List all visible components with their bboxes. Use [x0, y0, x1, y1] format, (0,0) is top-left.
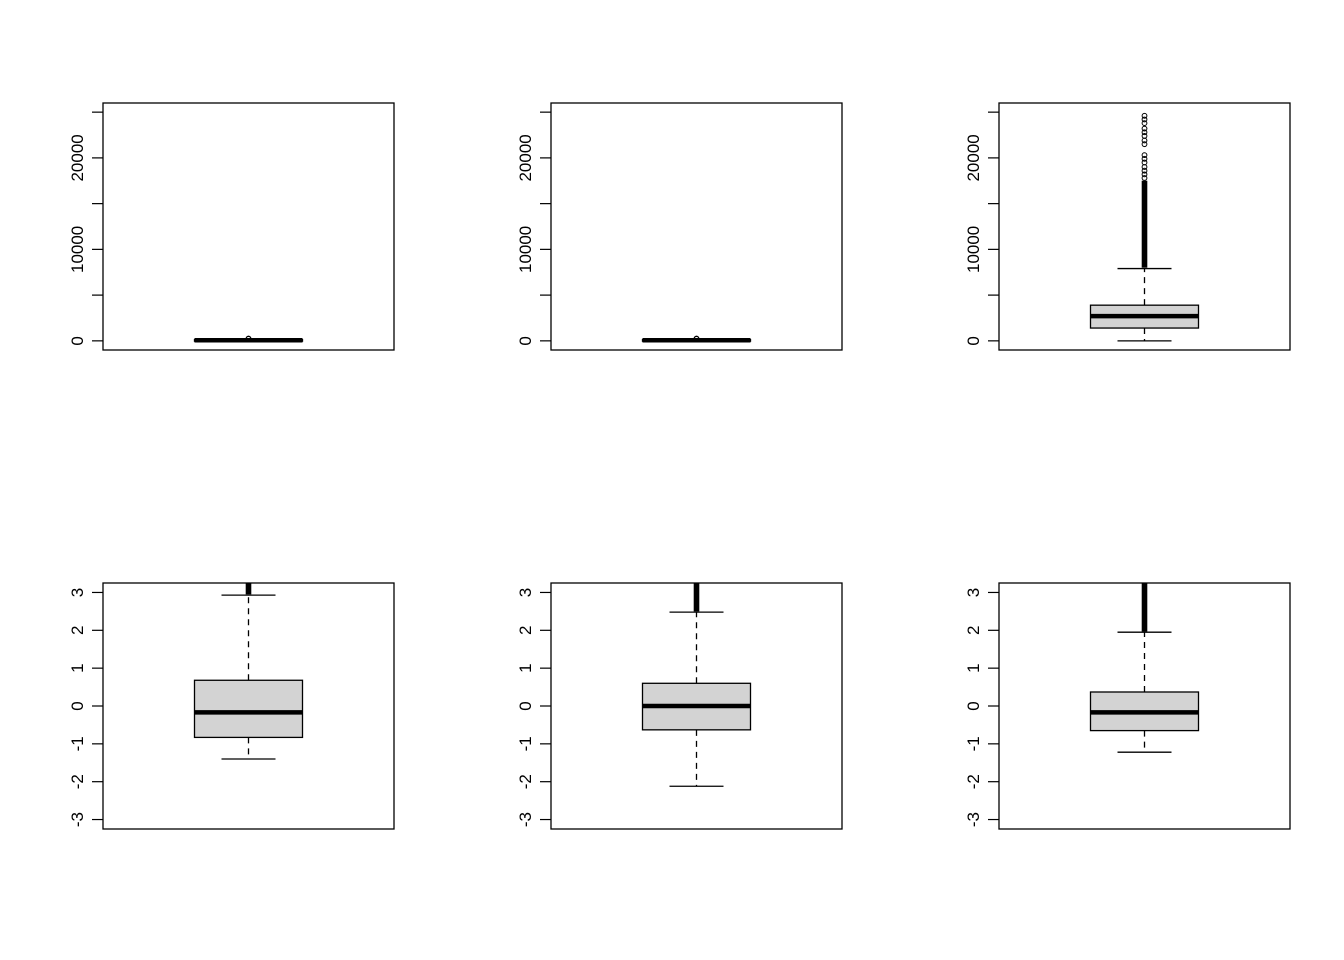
panel-6: -3 -2 -1 0 1 2 3 [964, 582, 1291, 830]
outlier-point [1141, 155, 1148, 162]
plot-frame [550, 102, 843, 351]
panel-1: 0 10000 20000 [68, 102, 395, 351]
y-tick-label: 2 [68, 626, 87, 635]
outlier-point [1141, 125, 1148, 132]
outlier-point [1141, 159, 1148, 166]
y-tick-label: 10000 [68, 226, 87, 273]
y-tick-label: 0 [516, 701, 535, 710]
iqr-box [193, 679, 304, 739]
y-tick-label: 3 [516, 588, 535, 597]
y-tick-label: 1 [964, 663, 983, 672]
y-tick-label: 20000 [516, 134, 535, 181]
y-tick-label: -2 [964, 774, 983, 789]
y-tick-label: 10000 [516, 226, 535, 273]
outlier-point [1141, 112, 1148, 119]
outlier-point [245, 335, 252, 342]
outlier-band [1141, 583, 1148, 632]
outlier-point [1141, 141, 1148, 148]
outlier-point [1141, 129, 1148, 136]
y-tick-label: 0 [964, 701, 983, 710]
outlier-point [1141, 120, 1148, 127]
y-tick-label: -1 [516, 736, 535, 751]
outlier-point [1141, 167, 1148, 174]
y-tick-label: -2 [516, 774, 535, 789]
y-tick-label: -3 [68, 812, 87, 827]
plot-frame [102, 102, 395, 351]
y-tick-label: 0 [964, 336, 983, 345]
y-tick-label: 1 [516, 663, 535, 672]
y-tick-label: 3 [964, 588, 983, 597]
y-tick-label: 2 [516, 626, 535, 635]
panel-4: -3 -2 -1 0 1 2 3 [68, 582, 395, 830]
y-tick-label: 0 [68, 336, 87, 345]
outlier-point [693, 335, 700, 342]
y-tick-label: 1 [68, 663, 87, 672]
outlier-point [1141, 171, 1148, 178]
outlier-band [693, 583, 700, 612]
y-tick-label: -1 [68, 736, 87, 751]
y-tick-label: 0 [68, 701, 87, 710]
outlier-point [1141, 175, 1148, 181]
plot-frame [998, 102, 1291, 351]
outlier-point [1141, 116, 1148, 123]
y-tick-label: 10000 [964, 226, 983, 273]
y-tick-label: 20000 [68, 134, 87, 181]
y-tick-label: -2 [68, 774, 87, 789]
panel-2: 0 10000 20000 [516, 102, 843, 351]
outlier-band [1141, 180, 1148, 268]
y-tick-label: 20000 [964, 134, 983, 181]
panel-5: -3 -2 -1 0 1 2 3 [516, 582, 843, 830]
y-tick-label: 0 [516, 336, 535, 345]
y-tick-label: -3 [516, 812, 535, 827]
y-tick-label: -1 [964, 736, 983, 751]
outlier-point [1141, 133, 1148, 139]
y-tick-label: -3 [964, 812, 983, 827]
outlier-point [1141, 152, 1148, 159]
y-tick-label: 2 [964, 626, 983, 635]
outlier-band [245, 583, 252, 595]
panel-3: 0 10000 20000 [964, 102, 1291, 351]
y-tick-label: 3 [68, 588, 87, 597]
